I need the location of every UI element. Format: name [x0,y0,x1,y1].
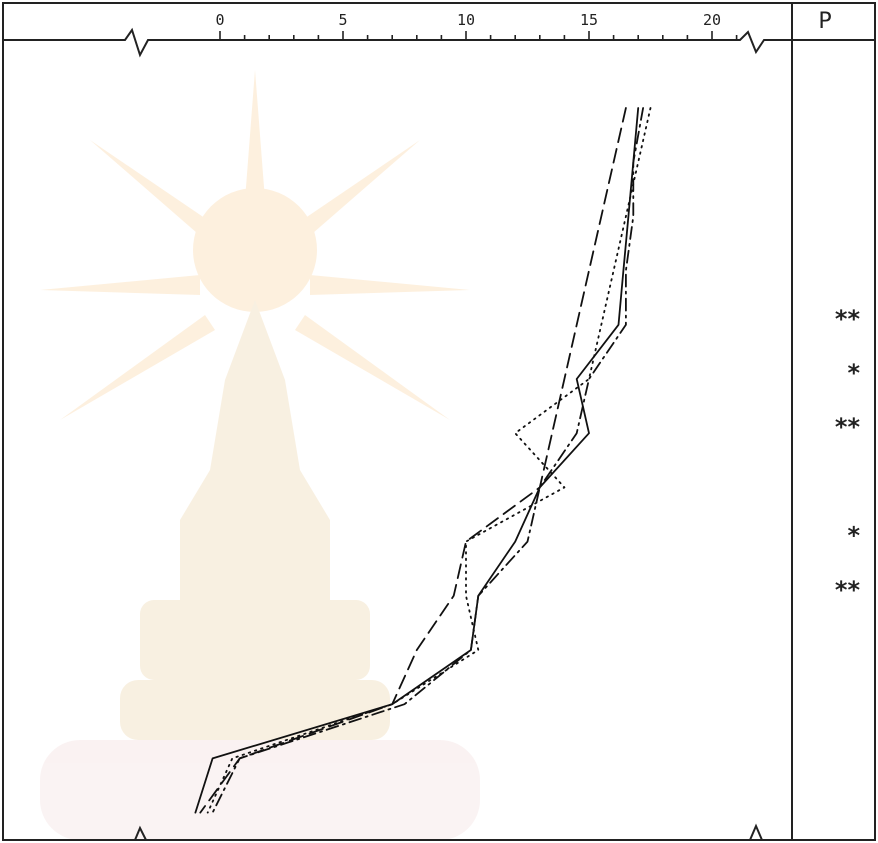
x-tick-label: 0 [215,11,224,29]
x-tick-label: 15 [580,11,598,29]
p-column-header: P [818,9,831,34]
series-dashed-line [199,107,627,814]
series-lines [194,107,652,814]
significance-mark: * [847,522,860,550]
x-tick-label: 20 [703,11,721,29]
x-tick-label: 10 [457,11,475,29]
series-dotted-line [206,107,652,814]
significance-marks: ******** [835,305,861,604]
significance-mark: ** [835,576,861,604]
x-ticks [219,31,738,40]
bottom-axis [3,823,792,841]
significance-mark: * [847,359,860,387]
background-emblem [40,70,480,840]
significance-mark: ** [835,305,861,333]
series-solid-line [194,107,640,814]
top-axis [3,27,875,58]
significance-mark: ** [835,413,861,441]
x-tick-labels: 0 5 10 15 20 [215,11,721,29]
series-dash-dot-line [211,107,644,814]
x-tick-label: 5 [338,11,347,29]
